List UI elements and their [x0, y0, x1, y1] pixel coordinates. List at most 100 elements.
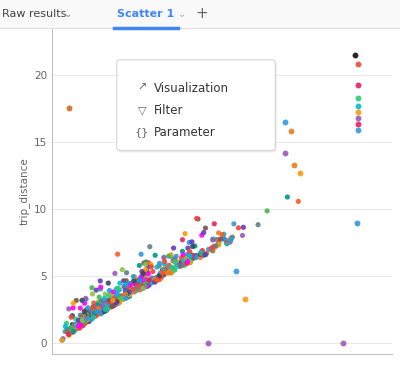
Point [157, 270, 163, 276]
Point [110, 299, 116, 305]
Point [118, 296, 124, 302]
Point [184, 252, 190, 258]
Point [73, 297, 80, 303]
Point [104, 297, 110, 303]
Point [144, 283, 150, 289]
Point [98, 298, 104, 304]
Point [90, 300, 97, 306]
Point [116, 300, 123, 306]
Point [221, 231, 227, 237]
Point [113, 301, 119, 307]
Point [124, 291, 130, 297]
Point [80, 313, 86, 319]
Point [213, 237, 220, 242]
Point [107, 299, 113, 305]
Point [127, 287, 134, 293]
Y-axis label: trip_distance: trip_distance [19, 157, 30, 225]
Point [70, 305, 76, 311]
Text: {}: {} [135, 127, 149, 137]
Point [104, 306, 110, 312]
Point [125, 292, 131, 298]
Point [87, 317, 93, 323]
Point [64, 327, 70, 332]
Point [89, 305, 96, 311]
Point [297, 170, 303, 176]
Point [85, 305, 91, 311]
Point [139, 273, 145, 279]
Point [96, 307, 103, 313]
Point [148, 262, 154, 268]
Point [158, 273, 165, 279]
Point [264, 208, 270, 214]
Point [122, 288, 128, 294]
Point [98, 311, 104, 317]
Point [126, 289, 132, 295]
Point [188, 252, 195, 258]
Point [161, 269, 168, 275]
Point [124, 289, 131, 295]
Point [103, 304, 109, 310]
Point [355, 109, 362, 115]
Point [121, 284, 127, 290]
Point [224, 241, 230, 247]
Point [152, 275, 158, 281]
Point [166, 262, 172, 268]
Point [117, 280, 123, 286]
Point [180, 252, 186, 258]
Point [114, 285, 120, 291]
Point [165, 253, 172, 259]
Point [88, 316, 95, 322]
Point [216, 230, 222, 236]
Point [103, 304, 109, 310]
Point [166, 270, 173, 276]
Point [116, 300, 122, 306]
Point [197, 255, 204, 261]
Point [153, 276, 160, 282]
Point [110, 297, 116, 303]
Point [119, 267, 126, 273]
Point [126, 290, 132, 296]
Point [142, 269, 149, 275]
Point [223, 240, 230, 246]
Point [77, 325, 83, 331]
Point [106, 297, 113, 303]
Point [199, 248, 206, 254]
Point [203, 251, 210, 256]
Point [197, 252, 204, 258]
Point [111, 303, 117, 308]
Point [139, 282, 145, 288]
Point [156, 272, 163, 278]
Point [143, 259, 149, 265]
Point [132, 280, 138, 286]
Point [78, 315, 85, 321]
Point [355, 61, 362, 67]
Point [150, 276, 156, 282]
Point [144, 283, 150, 289]
Point [291, 162, 297, 168]
Point [77, 312, 84, 318]
Point [131, 289, 138, 295]
Point [114, 300, 121, 306]
Point [174, 259, 180, 265]
Point [136, 278, 143, 284]
Point [151, 279, 158, 285]
Point [146, 277, 152, 283]
Point [182, 231, 188, 237]
Point [136, 279, 142, 284]
Point [66, 332, 72, 338]
Point [103, 307, 110, 313]
Point [133, 287, 139, 293]
Point [114, 292, 120, 298]
Point [98, 305, 104, 311]
Point [136, 276, 143, 282]
Point [295, 199, 302, 204]
Point [60, 336, 66, 342]
Point [116, 297, 122, 303]
Point [340, 340, 346, 346]
Point [64, 329, 70, 335]
Point [110, 303, 117, 308]
Point [84, 318, 91, 324]
Point [69, 322, 76, 328]
Point [140, 277, 147, 283]
Point [112, 270, 118, 276]
